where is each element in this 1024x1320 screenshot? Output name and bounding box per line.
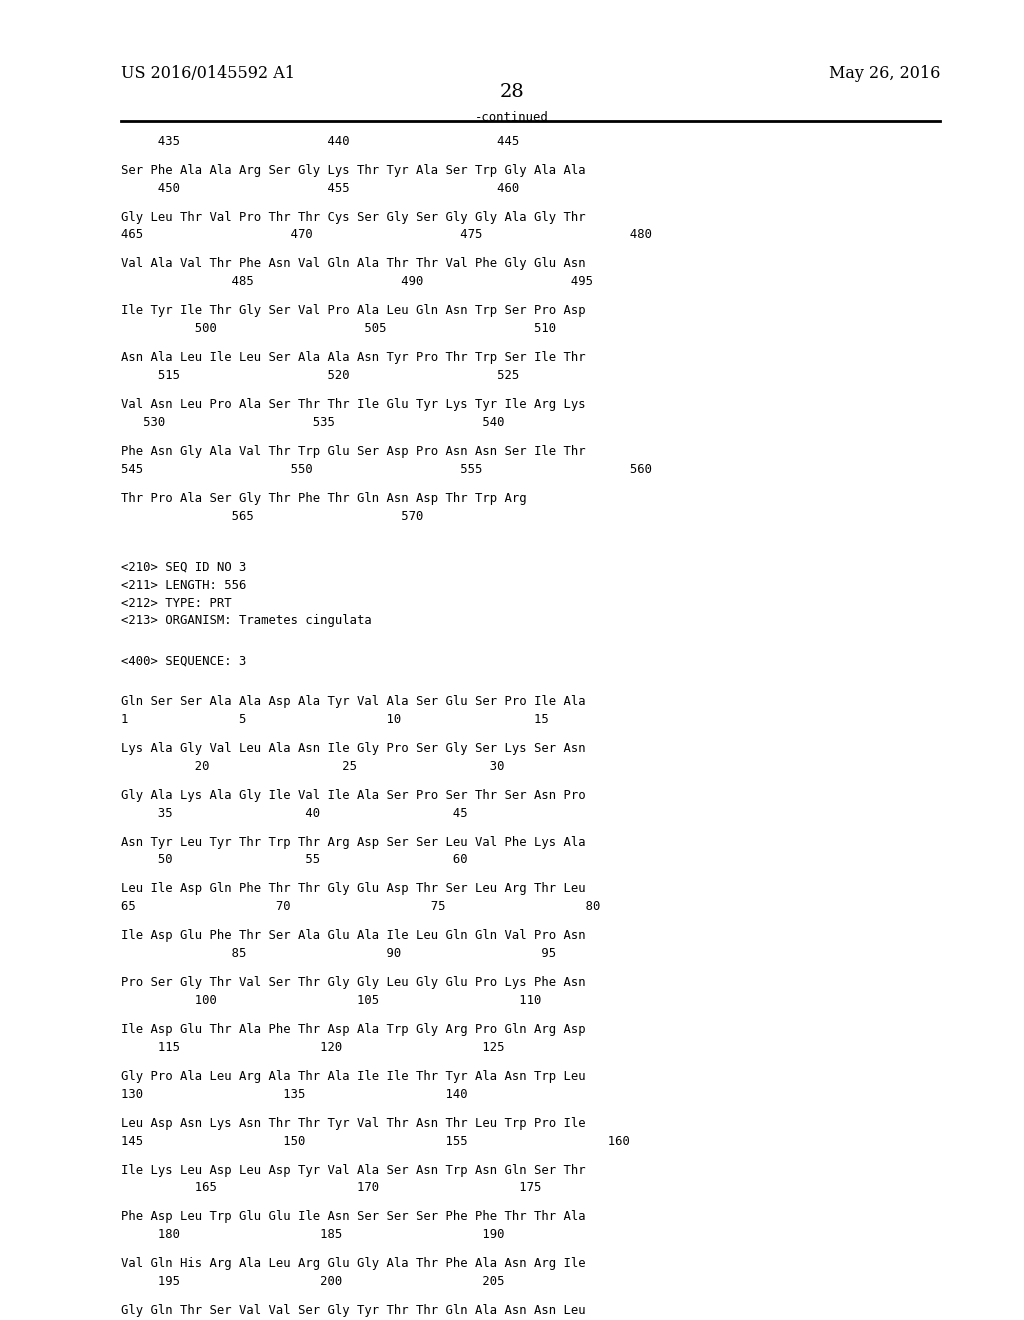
Text: 28: 28 xyxy=(500,83,524,102)
Text: 465                    470                    475                    480: 465 470 475 480 xyxy=(121,228,652,242)
Text: 530                    535                    540: 530 535 540 xyxy=(121,416,505,429)
Text: Val Ala Val Thr Phe Asn Val Gln Ala Thr Thr Val Phe Gly Glu Asn: Val Ala Val Thr Phe Asn Val Gln Ala Thr … xyxy=(121,257,586,271)
Text: 100                   105                   110: 100 105 110 xyxy=(121,994,542,1007)
Text: Ile Asp Glu Thr Ala Phe Thr Asp Ala Trp Gly Arg Pro Gln Arg Asp: Ile Asp Glu Thr Ala Phe Thr Asp Ala Trp … xyxy=(121,1023,586,1036)
Text: Leu Ile Asp Gln Phe Thr Thr Gly Glu Asp Thr Ser Leu Arg Thr Leu: Leu Ile Asp Gln Phe Thr Thr Gly Glu Asp … xyxy=(121,882,586,895)
Text: 195                   200                   205: 195 200 205 xyxy=(121,1275,505,1288)
Text: 565                    570: 565 570 xyxy=(121,510,423,523)
Text: <212> TYPE: PRT: <212> TYPE: PRT xyxy=(121,597,231,610)
Text: <213> ORGANISM: Trametes cingulata: <213> ORGANISM: Trametes cingulata xyxy=(121,614,372,627)
Text: 435                    440                    445: 435 440 445 xyxy=(121,135,519,148)
Text: 450                    455                    460: 450 455 460 xyxy=(121,181,519,194)
Text: 1               5                   10                  15: 1 5 10 15 xyxy=(121,713,549,726)
Text: May 26, 2016: May 26, 2016 xyxy=(828,65,940,82)
Text: Val Asn Leu Pro Ala Ser Thr Thr Ile Glu Tyr Lys Tyr Ile Arg Lys: Val Asn Leu Pro Ala Ser Thr Thr Ile Glu … xyxy=(121,397,586,411)
Text: 115                   120                   125: 115 120 125 xyxy=(121,1040,505,1053)
Text: <211> LENGTH: 556: <211> LENGTH: 556 xyxy=(121,578,246,591)
Text: 165                   170                   175: 165 170 175 xyxy=(121,1181,542,1195)
Text: Gly Ala Lys Ala Gly Ile Val Ile Ala Ser Pro Ser Thr Ser Asn Pro: Gly Ala Lys Ala Gly Ile Val Ile Ala Ser … xyxy=(121,788,586,801)
Text: 20                  25                  30: 20 25 30 xyxy=(121,759,505,772)
Text: 180                   185                   190: 180 185 190 xyxy=(121,1228,505,1241)
Text: Asn Tyr Leu Tyr Thr Trp Thr Arg Asp Ser Ser Leu Val Phe Lys Ala: Asn Tyr Leu Tyr Thr Trp Thr Arg Asp Ser … xyxy=(121,836,586,849)
Text: Gly Leu Thr Val Pro Thr Thr Cys Ser Gly Ser Gly Gly Ala Gly Thr: Gly Leu Thr Val Pro Thr Thr Cys Ser Gly … xyxy=(121,210,586,223)
Text: Ser Phe Ala Ala Arg Ser Gly Lys Thr Tyr Ala Ser Trp Gly Ala Ala: Ser Phe Ala Ala Arg Ser Gly Lys Thr Tyr … xyxy=(121,164,586,177)
Text: Leu Asp Asn Lys Asn Thr Thr Tyr Val Thr Asn Thr Leu Trp Pro Ile: Leu Asp Asn Lys Asn Thr Thr Tyr Val Thr … xyxy=(121,1117,586,1130)
Text: -continued: -continued xyxy=(475,111,549,124)
Text: Gly Pro Ala Leu Arg Ala Thr Ala Ile Ile Thr Tyr Ala Asn Trp Leu: Gly Pro Ala Leu Arg Ala Thr Ala Ile Ile … xyxy=(121,1069,586,1082)
Text: US 2016/0145592 A1: US 2016/0145592 A1 xyxy=(121,65,295,82)
Text: 50                  55                  60: 50 55 60 xyxy=(121,853,468,866)
Text: Val Gln His Arg Ala Leu Arg Glu Gly Ala Thr Phe Ala Asn Arg Ile: Val Gln His Arg Ala Leu Arg Glu Gly Ala … xyxy=(121,1257,586,1270)
Text: Asn Ala Leu Ile Leu Ser Ala Ala Asn Tyr Pro Thr Trp Ser Ile Thr: Asn Ala Leu Ile Leu Ser Ala Ala Asn Tyr … xyxy=(121,351,586,364)
Text: Gly Gln Thr Ser Val Val Ser Gly Tyr Thr Thr Gln Ala Asn Asn Leu: Gly Gln Thr Ser Val Val Ser Gly Tyr Thr … xyxy=(121,1304,586,1317)
Text: Gln Ser Ser Ala Ala Asp Ala Tyr Val Ala Ser Glu Ser Pro Ile Ala: Gln Ser Ser Ala Ala Asp Ala Tyr Val Ala … xyxy=(121,694,586,708)
Text: Phe Asp Leu Trp Glu Glu Ile Asn Ser Ser Ser Phe Phe Thr Thr Ala: Phe Asp Leu Trp Glu Glu Ile Asn Ser Ser … xyxy=(121,1210,586,1224)
Text: 130                   135                   140: 130 135 140 xyxy=(121,1088,468,1101)
Text: Pro Ser Gly Thr Val Ser Thr Gly Gly Leu Gly Glu Pro Lys Phe Asn: Pro Ser Gly Thr Val Ser Thr Gly Gly Leu … xyxy=(121,975,586,989)
Text: 35                  40                  45: 35 40 45 xyxy=(121,807,468,820)
Text: Ile Lys Leu Asp Leu Asp Tyr Val Ala Ser Asn Trp Asn Gln Ser Thr: Ile Lys Leu Asp Leu Asp Tyr Val Ala Ser … xyxy=(121,1163,586,1176)
Text: <210> SEQ ID NO 3: <210> SEQ ID NO 3 xyxy=(121,561,246,574)
Text: 145                   150                   155                   160: 145 150 155 160 xyxy=(121,1134,630,1147)
Text: 65                   70                   75                   80: 65 70 75 80 xyxy=(121,900,600,913)
Text: Thr Pro Ala Ser Gly Thr Phe Thr Gln Asn Asp Thr Trp Arg: Thr Pro Ala Ser Gly Thr Phe Thr Gln Asn … xyxy=(121,491,526,504)
Text: 485                    490                    495: 485 490 495 xyxy=(121,275,593,288)
Text: 515                    520                    525: 515 520 525 xyxy=(121,368,519,381)
Text: <400> SEQUENCE: 3: <400> SEQUENCE: 3 xyxy=(121,655,246,668)
Text: Phe Asn Gly Ala Val Thr Trp Glu Ser Asp Pro Asn Asn Ser Ile Thr: Phe Asn Gly Ala Val Thr Trp Glu Ser Asp … xyxy=(121,445,586,458)
Text: 85                   90                   95: 85 90 95 xyxy=(121,946,556,960)
Text: Ile Tyr Ile Thr Gly Ser Val Pro Ala Leu Gln Asn Trp Ser Pro Asp: Ile Tyr Ile Thr Gly Ser Val Pro Ala Leu … xyxy=(121,304,586,317)
Text: 500                    505                    510: 500 505 510 xyxy=(121,322,556,335)
Text: Lys Ala Gly Val Leu Ala Asn Ile Gly Pro Ser Gly Ser Lys Ser Asn: Lys Ala Gly Val Leu Ala Asn Ile Gly Pro … xyxy=(121,742,586,755)
Text: 545                    550                    555                    560: 545 550 555 560 xyxy=(121,462,652,475)
Text: Ile Asp Glu Phe Thr Ser Ala Glu Ala Ile Leu Gln Gln Val Pro Asn: Ile Asp Glu Phe Thr Ser Ala Glu Ala Ile … xyxy=(121,929,586,942)
